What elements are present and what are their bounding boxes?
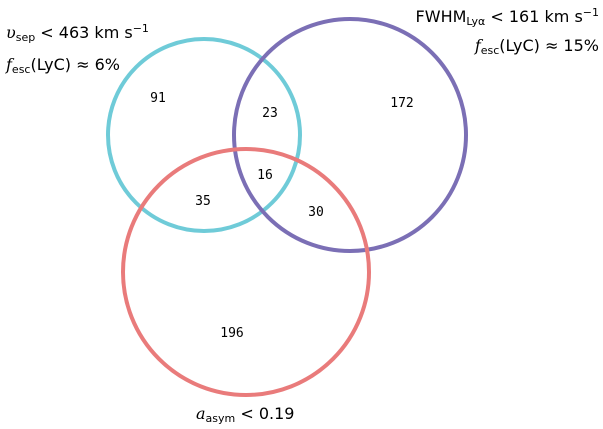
fwhm-subscript: Lyα bbox=[466, 15, 486, 28]
asym-relation: < 0.19 bbox=[235, 404, 295, 423]
count-all-three: 16 bbox=[257, 168, 273, 183]
circle-vsep bbox=[106, 37, 302, 233]
count-vsep-fwhm: 23 bbox=[262, 106, 278, 121]
label-vsep: υsep < 463 km s−1 bbox=[6, 23, 149, 43]
vsep-symbol: υ bbox=[6, 23, 16, 42]
fwhm-fesc-prefix: f bbox=[474, 36, 481, 55]
vsep-subscript: sep bbox=[15, 31, 36, 44]
fwhm-fesc-sub: esc bbox=[480, 44, 500, 57]
label-fwhm-fesc: fesc(LyC) ≈ 15% bbox=[475, 36, 599, 56]
vsep-exponent: −1 bbox=[132, 22, 149, 35]
fwhm-relation: < 161 km s bbox=[485, 7, 583, 26]
asym-symbol: a bbox=[196, 404, 206, 423]
count-vsep-asym: 35 bbox=[195, 194, 211, 209]
count-vsep-only: 91 bbox=[150, 91, 166, 106]
vsep-fesc-prefix: f bbox=[6, 55, 12, 74]
fwhm-symbol: FWHM bbox=[415, 7, 467, 26]
asym-subscript: asym bbox=[205, 412, 236, 425]
label-vsep-fesc: fesc(LyC) ≈ 6% bbox=[6, 55, 120, 75]
vsep-relation: < 463 km s bbox=[35, 23, 133, 42]
label-fwhm: FWHMLyα < 161 km s−1 bbox=[416, 7, 599, 27]
count-asym-only: 196 bbox=[220, 326, 243, 341]
fwhm-exponent: −1 bbox=[582, 6, 599, 19]
circle-asym bbox=[121, 147, 371, 397]
vsep-fesc-text: (LyC) ≈ 6% bbox=[30, 55, 120, 74]
vsep-fesc-sub: esc bbox=[11, 63, 31, 76]
label-asym: aasym < 0.19 bbox=[196, 404, 294, 424]
fwhm-fesc-text: (LyC) ≈ 15% bbox=[499, 36, 599, 55]
count-fwhm-asym: 30 bbox=[308, 205, 324, 220]
count-fwhm-only: 172 bbox=[390, 96, 413, 111]
circle-fwhm bbox=[232, 17, 468, 253]
